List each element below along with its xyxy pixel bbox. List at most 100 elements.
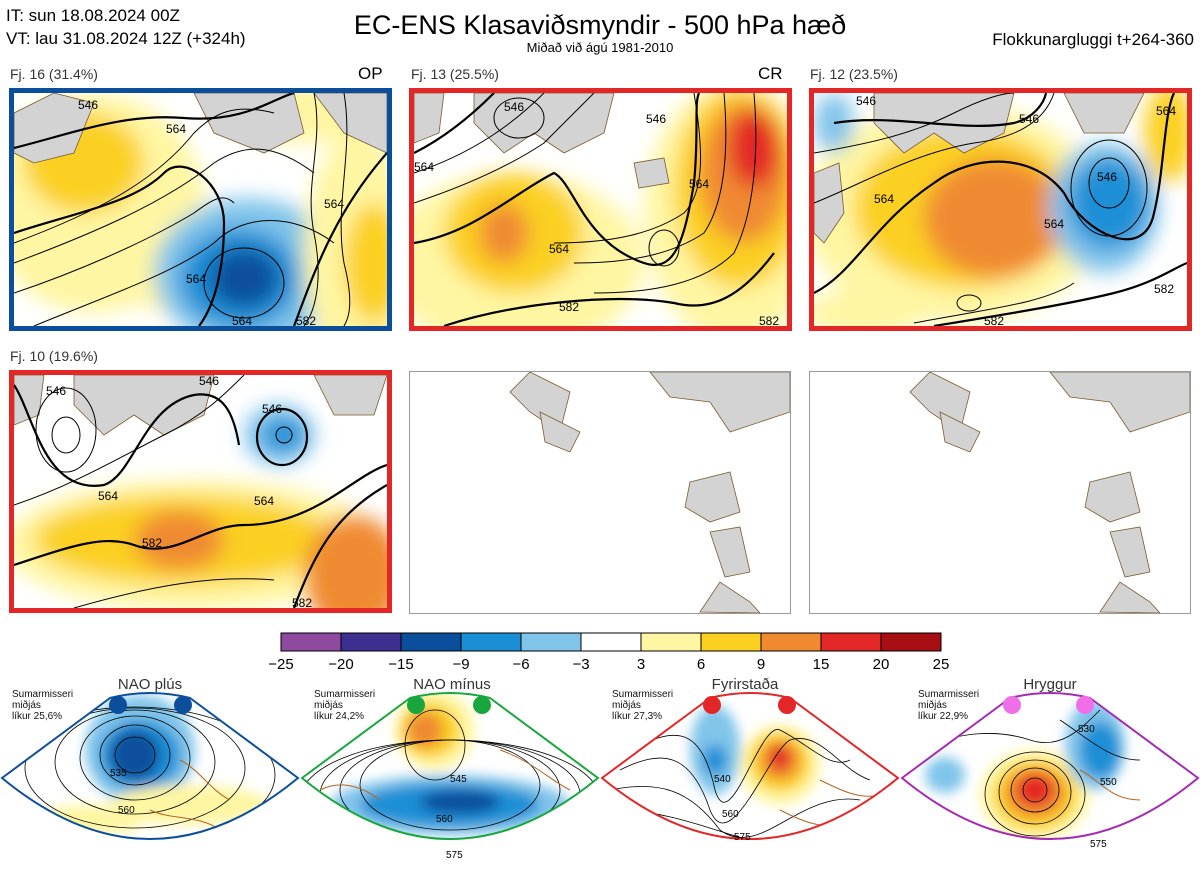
cluster-map-1-svg: 546 564 564 582 564 564 — [14, 93, 387, 326]
colorbar-tick: −20 — [328, 656, 354, 673]
colorbar-swatch — [880, 632, 942, 652]
regime-4-name: Hryggur — [1023, 676, 1077, 693]
contour-label: 564 — [186, 272, 206, 286]
cluster-3-label: Fj. 12 (23.5%) — [810, 66, 898, 82]
contour-label: 546 — [856, 94, 876, 108]
cluster-2-tag: CR — [758, 64, 783, 83]
cluster-1-tag: OP — [358, 64, 383, 83]
regime-1-marker — [174, 696, 192, 714]
contour-label: 582 — [292, 596, 312, 608]
contour-label: 564 — [1156, 104, 1176, 118]
regime-maps: 535 560 545 560 — [0, 692, 1200, 861]
contour-label: 582 — [984, 314, 1004, 326]
cluster-map-3: 546 546 564 546 564 564 582 582 — [809, 88, 1192, 331]
contour-label: 582 — [142, 536, 162, 550]
type: miðjás — [918, 700, 947, 711]
contour-label: 564 — [689, 177, 709, 191]
cluster-map-4-svg: 546 546 546 564 564 582 582 — [14, 375, 387, 608]
contour-label: 564 — [874, 192, 894, 206]
colorbar-swatch — [820, 632, 882, 652]
cluster-2-label: Fj. 13 (25.5%) — [411, 66, 499, 82]
contour-label: 575 — [734, 832, 751, 843]
contour-label: 564 — [324, 197, 344, 211]
regime-2-marker — [407, 696, 425, 714]
contour-label: 564 — [232, 314, 252, 326]
run-info: IT: sun 18.08.2024 00Z VT: lau 31.08.202… — [6, 4, 246, 50]
regime-2-marker — [473, 696, 491, 714]
contour-label: 582 — [296, 314, 316, 326]
colorbar-tick: −25 — [268, 656, 294, 673]
colorbar-tick: 25 — [932, 656, 950, 673]
page-title: EC-ENS Klasaviðsmyndir - 500 hPa hæð — [353, 10, 847, 40]
regime-3-name: Fyrirstaða — [711, 676, 779, 693]
contour-label: 582 — [759, 314, 779, 326]
colorbar — [280, 632, 942, 652]
empty-map-5 — [409, 371, 791, 614]
contour-label: 546 — [262, 402, 282, 416]
regime-2-name: NAO mínus — [413, 676, 491, 693]
colorbar-swatch — [640, 632, 702, 652]
contour-label: 564 — [98, 489, 118, 503]
type: miðjás — [12, 700, 41, 711]
colorbar-tick: 9 — [756, 656, 766, 673]
contour-label: 546 — [504, 100, 524, 114]
cluster-map-2: 546 564 546 564 564 582 582 — [409, 88, 792, 331]
contour-label: 560 — [436, 814, 453, 825]
probability: líkur 24,2% — [314, 711, 365, 722]
regime-markers — [109, 696, 1094, 714]
contour-label: 560 — [118, 805, 135, 816]
cluster-4-label: Fj. 10 (19.6%) — [10, 348, 98, 364]
regime-4-marker — [1003, 696, 1021, 714]
colorbar-tick: −3 — [572, 656, 590, 673]
cluster-map-1: 546 564 564 582 564 564 — [9, 88, 392, 331]
cluster-map-2-svg: 546 564 546 564 564 582 582 — [414, 93, 787, 326]
cluster-map-4: 546 546 546 564 564 582 582 — [9, 370, 392, 613]
colorbar-tick: 20 — [872, 656, 890, 673]
page-subtitle: Miðað við ágú 1981-2010 — [526, 40, 674, 55]
contour-label: 564 — [414, 160, 434, 174]
contour-label: 535 — [110, 768, 127, 779]
init-time: IT: sun 18.08.2024 00Z — [6, 6, 180, 25]
colorbar-swatch — [700, 632, 762, 652]
colorbar-tick: −9 — [452, 656, 470, 673]
contour-label: 546 — [199, 375, 219, 388]
contour-label: 582 — [559, 300, 579, 314]
type: miðjás — [314, 700, 343, 711]
colorbar-swatch — [400, 632, 462, 652]
regime-4-info: Sumarmisseri miðjás líkur 22,9% — [918, 689, 979, 722]
season: Sumarmisseri — [918, 689, 980, 700]
colorbar-tick: 15 — [812, 656, 830, 673]
season: Sumarmisseri — [12, 689, 74, 700]
season: Sumarmisseri — [314, 689, 376, 700]
probability: líkur 22,9% — [918, 711, 969, 722]
regime-3-marker — [778, 696, 796, 714]
contour-label: 546 — [646, 112, 666, 126]
probability: líkur 25,6% — [12, 711, 63, 722]
contour-label: 530 — [1078, 724, 1095, 735]
colorbar-swatch — [280, 632, 342, 652]
contour-label: 582 — [1154, 282, 1174, 296]
colorbar-swatch — [340, 632, 402, 652]
probability: líkur 27,3% — [612, 711, 663, 722]
contour-label: 546 — [1019, 112, 1039, 126]
contour-label: 564 — [1044, 217, 1064, 231]
empty-map-6 — [809, 371, 1191, 614]
colorbar-swatch — [580, 632, 642, 652]
colorbar-swatch — [760, 632, 822, 652]
empty-map-5-svg — [509, 372, 790, 613]
contour-label: 545 — [450, 774, 467, 785]
contour-label: 550 — [1100, 777, 1117, 788]
cluster-window: Flokkunargluggi t+264-360 — [992, 30, 1194, 49]
colorbar-tick: 6 — [696, 656, 706, 673]
regime-4-marker — [1076, 696, 1094, 714]
valid-time: VT: lau 31.08.2024 12Z (+324h) — [6, 29, 246, 48]
colorbar-tick: −6 — [512, 656, 530, 673]
empty-map-6-svg — [909, 372, 1190, 613]
contour-label: 564 — [254, 494, 274, 508]
regime-3-info: Sumarmisseri miðjás líkur 27,3% — [612, 689, 673, 722]
colorbar-swatch — [460, 632, 522, 652]
season: Sumarmisseri — [612, 689, 674, 700]
regime-3-marker — [703, 696, 721, 714]
cluster-map-3-svg: 546 546 564 546 564 564 582 582 — [814, 93, 1187, 326]
contour-label: 546 — [46, 384, 66, 398]
